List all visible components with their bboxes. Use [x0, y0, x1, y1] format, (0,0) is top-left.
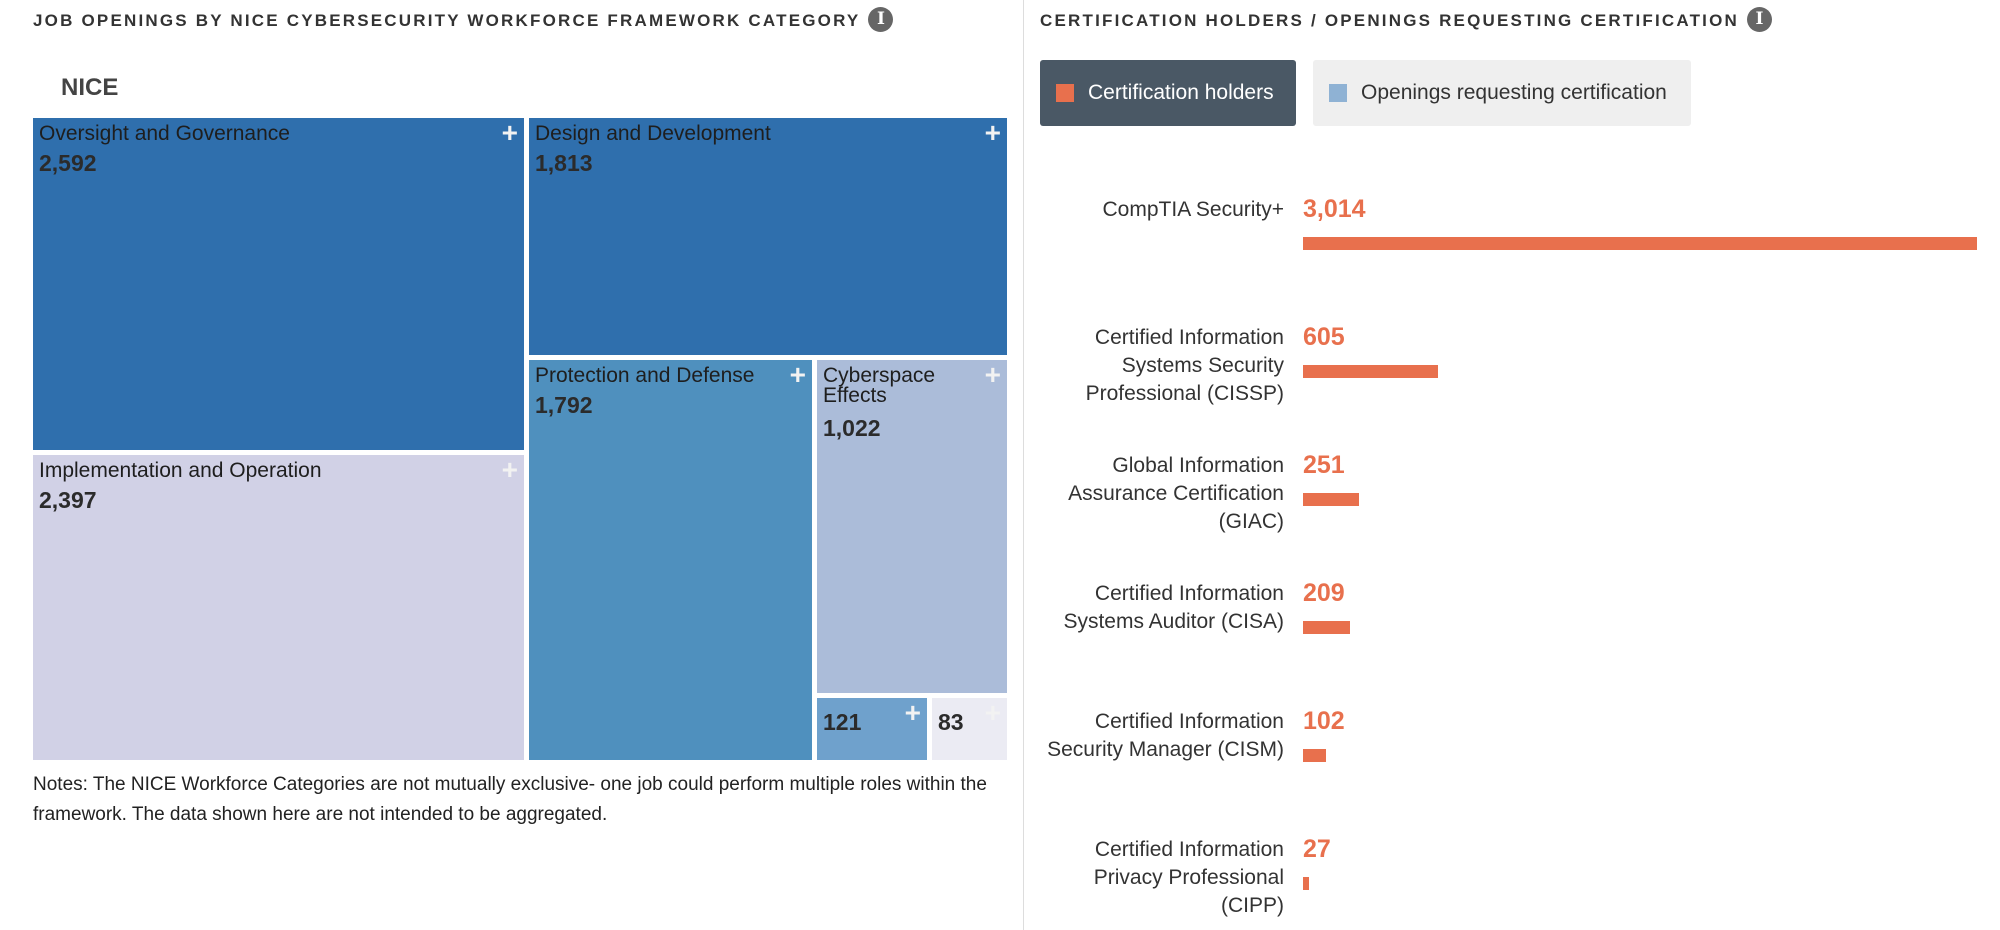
treemap-tile-label: Protection and Defense [535, 364, 755, 387]
treemap-tile-value: 1,792 [535, 392, 593, 418]
expand-plus-icon[interactable]: + [904, 698, 921, 728]
treemap-tile-cyberspace-effects[interactable]: Cyberspace Effects 1,022 + [817, 360, 1007, 693]
expand-plus-icon[interactable]: + [984, 118, 1001, 148]
legend-swatch-holders [1056, 84, 1074, 102]
expand-plus-icon[interactable]: + [501, 455, 518, 485]
treemap-tile-unlabeled-83[interactable]: 83 + [932, 698, 1007, 760]
treemap-tile-label: Design and Development [535, 122, 771, 145]
treemap-tile-implementation-and-operation[interactable]: Implementation and Operation 2,397 + [33, 455, 524, 760]
expand-plus-icon[interactable]: + [789, 360, 806, 390]
treemap-title: JOB OPENINGS BY NICE CYBERSECURITY WORKF… [33, 7, 894, 34]
treemap-title-text: JOB OPENINGS BY NICE CYBERSECURITY WORKF… [33, 10, 861, 30]
treemap-tile-label: Implementation and Operation [39, 459, 322, 482]
cert-category-label: Certified Information Systems Auditor (CI… [1063, 582, 1284, 633]
expand-plus-icon[interactable]: + [984, 360, 1001, 390]
cert-value-label: 3,014 [1303, 195, 1366, 223]
cert-bar[interactable] [1303, 621, 1350, 634]
expand-plus-icon[interactable]: + [984, 698, 1001, 728]
treemap-tile-value: 1,022 [823, 415, 881, 441]
cert-value-label: 209 [1303, 579, 1345, 607]
legend-label-holders: Certification holders [1088, 81, 1274, 104]
treemap-root-label: NICE [61, 74, 119, 101]
cert-bar[interactable] [1303, 493, 1360, 506]
cert-value-label: 605 [1303, 323, 1345, 351]
legend-toggle-openings-requesting-certification[interactable]: Openings requesting certification [1313, 60, 1691, 126]
treemap-notes: Notes: The NICE Workforce Categories are… [33, 774, 987, 825]
treemap-tile-label: Oversight and Governance [39, 122, 290, 145]
cert-bar[interactable] [1303, 749, 1326, 762]
cert-category-label: Global Information Assurance Certificatio… [1068, 454, 1284, 533]
cert-category-label: CompTIA Security+ [1102, 198, 1284, 221]
treemap-tile-value: 1,813 [535, 150, 593, 176]
legend-swatch-openings [1329, 84, 1347, 102]
cert-bar[interactable] [1303, 365, 1439, 378]
cert-value-label: 102 [1303, 707, 1345, 735]
treemap-tile-value: 2,397 [39, 487, 97, 513]
cert-value-label: 251 [1303, 451, 1345, 479]
treemap-tile-design-and-development[interactable]: Design and Development 1,813 + [529, 118, 1007, 355]
treemap-tile-value: 83 [938, 709, 964, 735]
cert-value-label: 27 [1303, 835, 1331, 863]
info-icon[interactable]: i [1747, 7, 1773, 32]
cert-bar[interactable] [1303, 877, 1310, 890]
legend-label-openings: Openings requesting certification [1361, 81, 1667, 104]
treemap-tile-oversight-and-governance[interactable]: Oversight and Governance 2,592 + [33, 118, 524, 450]
cert-bar[interactable] [1303, 237, 1977, 250]
treemap-tile-protection-and-defense[interactable]: Protection and Defense 1,792 + [529, 360, 812, 760]
treemap-tile-unlabeled-121[interactable]: 121 + [817, 698, 927, 760]
cert-category-label: Certified Information Privacy Professiona… [1093, 838, 1284, 917]
cert-category-label: Certified Information Systems Security Pro… [1085, 326, 1284, 405]
info-icon[interactable]: i [868, 7, 894, 32]
legend-toggle-certification-holders[interactable]: Certification holders [1040, 60, 1296, 126]
treemap-tile-label: Cyberspace Effects [823, 364, 936, 407]
cert-category-label: Certified Information Security Manager (C… [1047, 710, 1284, 761]
treemap-tile-value: 2,592 [39, 150, 97, 176]
cert-chart-title: CERTIFICATION HOLDERS / OPENINGS REQUEST… [1040, 7, 1773, 34]
cert-chart-title-text: CERTIFICATION HOLDERS / OPENINGS REQUEST… [1040, 10, 1740, 30]
panel-divider [1023, 0, 1024, 930]
treemap-tile-value: 121 [823, 709, 862, 735]
expand-plus-icon[interactable]: + [501, 118, 518, 148]
